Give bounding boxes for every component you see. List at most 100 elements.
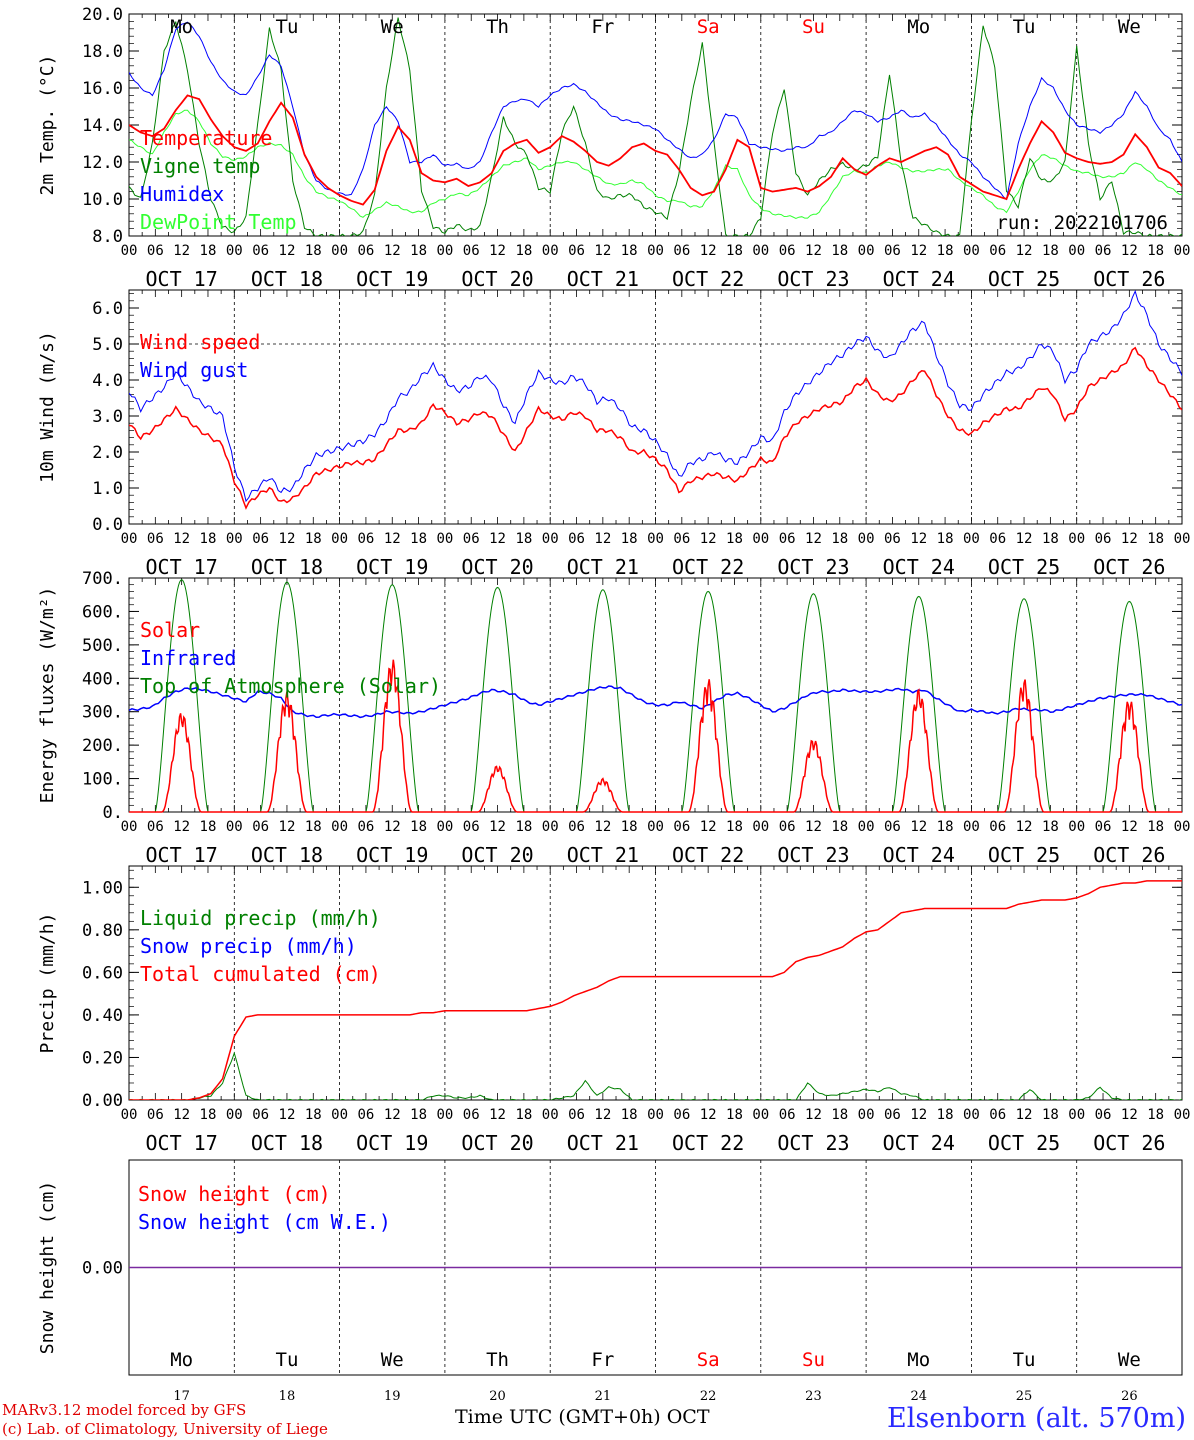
hour-tick-label: 06 (1095, 819, 1112, 835)
y-tick-label: 0.00 (82, 1091, 123, 1111)
y-axis-label: Energy fluxes (W/m²) (37, 587, 58, 804)
hour-tick-label: 18 (831, 819, 848, 835)
hour-tick-label: 12 (1016, 1107, 1033, 1123)
series-total-cumulated (129, 880, 1182, 1100)
date-label: OCT 23 (777, 843, 849, 867)
hour-tick-label: 06 (568, 531, 585, 547)
hour-tick-label: 12 (910, 243, 927, 259)
hour-tick-label: 18 (515, 531, 532, 547)
hour-tick-label: 06 (1095, 1107, 1112, 1123)
hour-tick-label: 06 (884, 243, 901, 259)
y-tick-label: 6.0 (92, 299, 123, 319)
date-label: OCT 25 (988, 1131, 1060, 1155)
y-tick-label: 20.0 (82, 5, 123, 25)
hour-tick-label: 06 (568, 819, 585, 835)
weekday-label: Fr (591, 16, 614, 38)
weekday-label: Su (802, 16, 825, 38)
copyright-credit: (c) Lab. of Climatology, University of L… (2, 1420, 328, 1438)
hour-tick-label: 12 (279, 243, 296, 259)
hour-tick-label: 12 (594, 819, 611, 835)
y-tick-label: 0.20 (82, 1048, 123, 1068)
hour-tick-label: 12 (1016, 243, 1033, 259)
weekday-label: Sa (697, 1349, 720, 1371)
date-label: OCT 25 (988, 267, 1060, 291)
y-axis-label: 2m Temp. (°C) (37, 55, 58, 196)
hour-tick-label: 06 (357, 819, 374, 835)
y-axis-label: 10m Wind (m/s) (37, 331, 58, 483)
hour-tick-label: 06 (357, 531, 374, 547)
date-label: OCT 17 (146, 267, 218, 291)
hour-tick-label: 00 (331, 243, 348, 259)
day-number-label: 18 (279, 1389, 296, 1404)
x-axis-title: Time UTC (GMT+0h) OCT (455, 1406, 710, 1428)
date-label: OCT 26 (1093, 267, 1165, 291)
hour-tick-label: 18 (726, 1107, 743, 1123)
hour-tick-label: 18 (200, 1107, 217, 1123)
y-tick-label: 14.0 (82, 116, 123, 136)
hour-tick-label: 00 (858, 243, 875, 259)
hour-tick-label: 06 (357, 243, 374, 259)
hour-tick-label: 00 (331, 819, 348, 835)
weekday-label: Tu (1013, 1349, 1036, 1371)
hour-tick-label: 18 (621, 531, 638, 547)
date-label: OCT 26 (1093, 1131, 1165, 1155)
date-label: OCT 20 (461, 555, 533, 579)
hour-tick-label: 06 (463, 819, 480, 835)
hour-tick-label: 00 (752, 531, 769, 547)
y-tick-label: 4.0 (92, 371, 123, 391)
hour-tick-label: 18 (410, 243, 427, 259)
hour-tick-label: 00 (226, 243, 243, 259)
hour-tick-label: 06 (147, 819, 164, 835)
hour-tick-label: 12 (384, 243, 401, 259)
hour-tick-label: 12 (910, 1107, 927, 1123)
y-tick-label: 1.0 (92, 479, 123, 499)
hour-tick-label: 18 (1147, 531, 1164, 547)
hour-tick-label: 12 (1016, 531, 1033, 547)
date-label: OCT 17 (146, 843, 218, 867)
hour-tick-label: 12 (1121, 819, 1138, 835)
day-number-label: 17 (173, 1389, 190, 1404)
hour-tick-label: 12 (279, 531, 296, 547)
date-label: OCT 20 (461, 843, 533, 867)
legend-entry: Total cumulated (cm) (140, 962, 381, 986)
weekday-label: We (381, 1349, 404, 1371)
y-tick-label: 18.0 (82, 42, 123, 62)
hour-tick-label: 12 (279, 1107, 296, 1123)
series-vigne (129, 17, 1182, 236)
date-label: OCT 18 (251, 267, 323, 291)
date-label: OCT 17 (146, 555, 218, 579)
y-tick-label: 100. (82, 770, 123, 790)
legend-entry: Wind speed (140, 330, 260, 354)
hour-tick-label: 18 (515, 243, 532, 259)
hour-tick-label: 12 (910, 819, 927, 835)
hour-tick-label: 12 (173, 819, 190, 835)
date-label: OCT 18 (251, 555, 323, 579)
date-label: OCT 24 (883, 555, 955, 579)
series-solar (129, 659, 1182, 813)
hour-tick-label: 12 (594, 1107, 611, 1123)
hour-tick-label: 00 (1174, 1107, 1191, 1123)
hour-tick-label: 00 (963, 1107, 980, 1123)
hour-tick-label: 18 (305, 243, 322, 259)
hour-tick-label: 18 (937, 243, 954, 259)
hour-tick-label: 18 (937, 1107, 954, 1123)
hour-tick-label: 06 (779, 531, 796, 547)
hour-tick-label: 06 (884, 1107, 901, 1123)
series-dewpoint (129, 109, 1182, 219)
hour-tick-label: 18 (726, 531, 743, 547)
date-label: OCT 20 (461, 267, 533, 291)
hour-tick-label: 18 (410, 1107, 427, 1123)
y-tick-label: 10.0 (82, 190, 123, 210)
y-tick-label: 400. (82, 669, 123, 689)
hour-tick-label: 06 (147, 1107, 164, 1123)
y-tick-label: 2.0 (92, 443, 123, 463)
run-label: run: 2022101706 (996, 212, 1168, 234)
hour-tick-label: 00 (1174, 243, 1191, 259)
hour-tick-label: 00 (752, 1107, 769, 1123)
hour-tick-label: 00 (647, 1107, 664, 1123)
hour-tick-label: 06 (463, 243, 480, 259)
hour-tick-label: 12 (489, 819, 506, 835)
hour-tick-label: 18 (200, 531, 217, 547)
weekday-label: We (1118, 16, 1141, 38)
hour-tick-label: 00 (647, 819, 664, 835)
